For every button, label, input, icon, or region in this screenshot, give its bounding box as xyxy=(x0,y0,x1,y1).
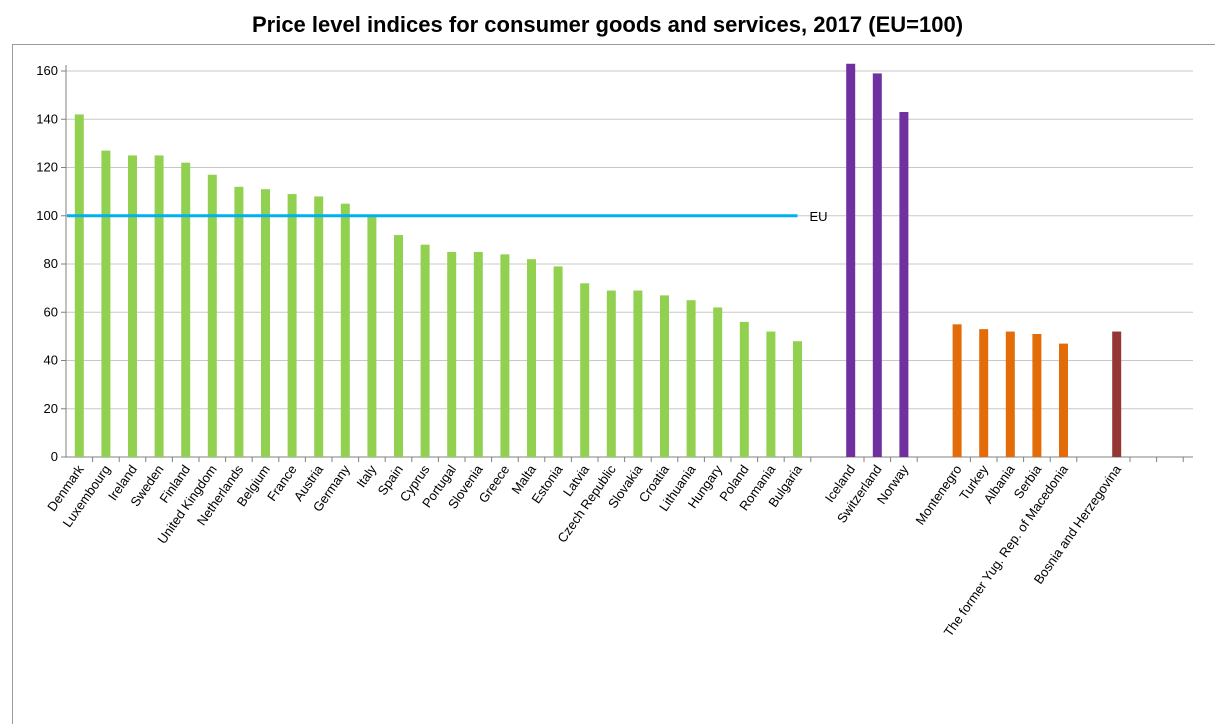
eu-reference-label: EU xyxy=(810,209,828,224)
y-tick-label: 60 xyxy=(44,304,58,319)
bar xyxy=(367,215,377,457)
category-label: Bosnia and Herzegovina xyxy=(1031,461,1125,586)
bar xyxy=(793,341,802,457)
bar xyxy=(394,235,403,457)
bar xyxy=(340,203,350,457)
bar xyxy=(527,259,536,457)
bar xyxy=(420,244,430,457)
bar xyxy=(1032,333,1042,457)
bar xyxy=(952,324,962,457)
bar xyxy=(154,155,164,457)
bar xyxy=(846,63,856,457)
bar xyxy=(739,321,749,457)
bar xyxy=(74,114,84,458)
bar xyxy=(872,73,882,457)
bar xyxy=(766,331,776,457)
chart-title: Price level indices for consumer goods a… xyxy=(251,12,964,37)
bar xyxy=(101,150,111,458)
y-tick-label: 80 xyxy=(44,256,58,271)
bar xyxy=(287,194,297,457)
chart-frame xyxy=(12,44,1215,724)
bar xyxy=(686,300,696,457)
bar xyxy=(1112,331,1122,457)
y-tick-label: 20 xyxy=(44,401,58,416)
category-label: Italy xyxy=(353,462,379,491)
bar xyxy=(128,155,137,457)
bar xyxy=(580,283,590,457)
bar xyxy=(1005,331,1015,457)
bar xyxy=(261,189,270,457)
bar xyxy=(181,162,191,458)
y-tick-label: 160 xyxy=(36,63,58,78)
bar xyxy=(473,251,483,457)
bar xyxy=(633,290,643,457)
bar xyxy=(314,196,324,457)
bar xyxy=(234,186,244,458)
bar xyxy=(1059,343,1068,457)
bar xyxy=(606,290,616,457)
bar xyxy=(553,266,563,457)
bar xyxy=(899,112,909,457)
bar xyxy=(500,254,510,457)
bar xyxy=(660,295,669,457)
bar xyxy=(207,174,217,458)
bar xyxy=(979,329,989,457)
y-tick-label: 140 xyxy=(36,111,58,126)
y-tick-label: 40 xyxy=(44,353,58,368)
bar xyxy=(713,307,723,457)
y-tick-label: 0 xyxy=(51,449,58,464)
y-tick-label: 120 xyxy=(36,160,58,175)
y-tick-label: 100 xyxy=(36,208,58,223)
bar xyxy=(447,251,457,457)
